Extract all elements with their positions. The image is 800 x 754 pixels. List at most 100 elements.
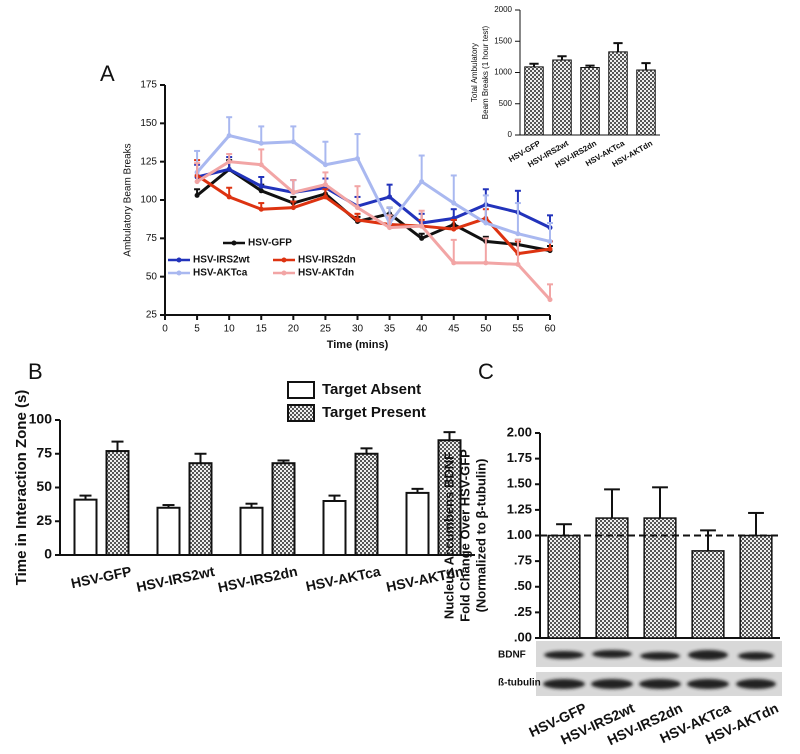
bar	[354, 452, 379, 556]
y-tick-label: 1000	[494, 68, 512, 77]
point	[258, 162, 264, 168]
blot-band	[591, 679, 633, 689]
point	[322, 194, 328, 200]
point	[547, 238, 553, 244]
y-tick-label: .00	[514, 629, 532, 644]
point	[290, 189, 296, 195]
bar	[547, 534, 581, 639]
point	[547, 246, 553, 252]
panel-label: C	[478, 359, 494, 384]
point	[451, 200, 457, 206]
point	[226, 159, 232, 165]
y-tick-label: 175	[140, 80, 157, 91]
point	[483, 220, 489, 226]
y-axis-label: Nucleus Accumbens BDNF	[441, 452, 456, 619]
bar	[437, 439, 462, 556]
y-tick-label: 2000	[494, 5, 512, 14]
x-tick-label: 35	[384, 324, 396, 335]
blot-band	[543, 679, 585, 689]
point	[258, 140, 264, 146]
point	[226, 133, 232, 139]
bar	[643, 517, 677, 639]
point	[419, 179, 425, 185]
bar	[405, 491, 430, 556]
x-tick-label: 25	[320, 324, 332, 335]
blot-label: ß-tubulin	[498, 678, 541, 689]
bar	[322, 500, 347, 556]
x-tick-label: 45	[448, 324, 460, 335]
series-line	[196, 167, 551, 229]
y-tick-label: .25	[514, 604, 532, 619]
y-tick-label: 0	[44, 546, 52, 562]
y-tick-label: 1.75	[507, 450, 532, 465]
bar	[156, 506, 181, 556]
legend-swatch	[287, 381, 315, 399]
x-tick-label: 60	[544, 324, 556, 335]
x-tick-label: 5	[194, 324, 200, 335]
x-tick-label: HSV-IRS2dn	[216, 563, 298, 595]
y-tick-label: .75	[514, 553, 532, 568]
legend-marker	[176, 270, 182, 276]
y-tick-label: 50	[146, 271, 158, 282]
bar	[239, 506, 264, 556]
y-tick-label: 100	[29, 411, 53, 427]
y-tick-label: 1.25	[507, 501, 532, 516]
y-tick-label: 75	[146, 233, 158, 244]
y-tick-label: 75	[36, 444, 52, 460]
series-line	[196, 160, 552, 301]
point	[483, 260, 489, 266]
legend-label: HSV-IRS2dn	[298, 255, 356, 266]
y-tick-label: 1500	[494, 36, 512, 45]
panel-label: A	[100, 61, 115, 86]
legend-marker	[176, 257, 182, 263]
bar	[595, 517, 629, 639]
point	[515, 231, 521, 237]
point	[290, 205, 296, 211]
y-axis-label: Beam Breaks (1 hour test)	[481, 25, 490, 119]
bar	[552, 59, 572, 136]
x-tick-label: 30	[352, 324, 364, 335]
y-tick-label: 50	[36, 478, 52, 494]
point	[387, 225, 393, 231]
point	[547, 297, 553, 303]
point	[258, 183, 264, 189]
y-tick-label: 0	[508, 130, 513, 139]
western-blot	[536, 641, 782, 696]
point	[419, 223, 425, 229]
y-tick-label: 100	[140, 195, 157, 206]
y-tick-label: 25	[146, 310, 158, 321]
point	[194, 192, 200, 198]
legend-label: Target Absent	[322, 381, 421, 398]
legend-label: HSV-GFP	[248, 238, 292, 249]
point	[226, 194, 232, 200]
panel-label: B	[28, 359, 43, 384]
x-tick-label: 55	[512, 324, 524, 335]
bar	[636, 69, 656, 136]
y-axis-label: Total Ambulatory	[470, 43, 479, 102]
y-tick-label: 2.00	[507, 424, 532, 439]
x-tick-label: HSV-IRS2wt	[135, 563, 216, 595]
point	[258, 206, 264, 212]
legend-label: HSV-IRS2wt	[193, 255, 250, 266]
y-axis-label: (Normalized to β-tubulin)	[473, 459, 488, 613]
legend-marker	[281, 270, 287, 276]
legend-marker	[281, 257, 287, 263]
x-tick-label: 40	[416, 324, 428, 335]
point	[451, 226, 457, 232]
series-line	[195, 133, 551, 243]
bar	[580, 67, 600, 136]
blot-band	[687, 679, 729, 689]
bar	[608, 51, 628, 136]
y-axis-label: Fold Change Over HSV-GFP	[457, 449, 472, 622]
bar	[73, 498, 98, 556]
point	[355, 205, 360, 211]
legend-label: HSV-AKTdn	[298, 268, 354, 279]
bar	[691, 550, 725, 639]
bar	[105, 450, 130, 556]
point	[419, 235, 425, 241]
blot-band	[544, 651, 584, 659]
bar	[524, 66, 544, 136]
blot-label: BDNF	[498, 650, 526, 661]
